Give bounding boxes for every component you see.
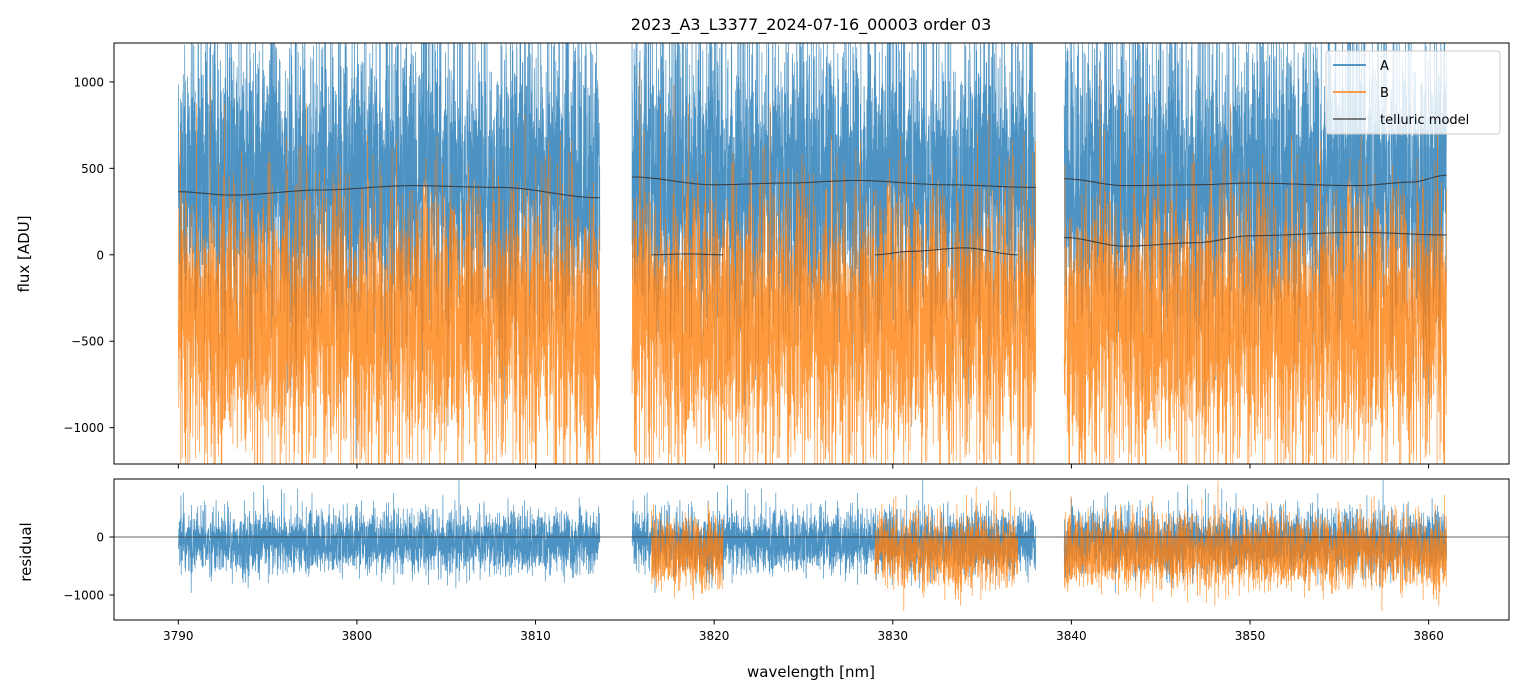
residual-plot-area (114, 479, 1509, 612)
telluric-model-b-4 (651, 253, 724, 256)
residual-ylabel: residual (17, 522, 35, 581)
flux-b-segment-1 (177, 85, 601, 464)
xtick-label: 3800 (342, 629, 373, 643)
flux-b-segment-2 (631, 69, 1036, 464)
flux-ytick-label: 500 (81, 162, 104, 176)
telluric-model-b-6 (1064, 231, 1447, 247)
flux-b-segment-3 (1063, 69, 1447, 464)
xtick-label: 3830 (877, 629, 908, 643)
flux-ytick-label: −500 (71, 335, 104, 349)
xtick-label: 3820 (699, 629, 730, 643)
residual-b-segment-2 (874, 486, 1019, 612)
flux-axes-frame (113, 42, 1510, 465)
flux-ytick-label: 1000 (73, 75, 104, 89)
xtick-label: 3850 (1235, 629, 1266, 643)
telluric-model-a-2 (632, 176, 1036, 188)
flux-ytick-label: −1000 (63, 421, 104, 435)
residual-ytick-label: −1000 (63, 589, 104, 603)
legend-label-a: A (1380, 59, 1389, 74)
xtick-label: 3860 (1413, 629, 1444, 643)
flux-ytick-label: 0 (96, 248, 104, 262)
flux-a-segment-2 (631, 43, 1036, 427)
telluric-model-a-1 (178, 185, 600, 199)
xtick-label: 3790 (163, 629, 194, 643)
flux-ylabel: flux [ADU] (15, 215, 33, 292)
flux-plot-area (177, 43, 1447, 464)
residual-ytick-label: 0 (96, 531, 104, 545)
legend: A B telluric model (1325, 50, 1501, 135)
residual-b-segment-1 (651, 501, 724, 600)
chart-title: 2023_A3_L3377_2024-07-16_00003 order 03 (631, 15, 992, 35)
xtick-label: 3840 (1056, 629, 1087, 643)
xlabel: wavelength [nm] (747, 663, 875, 681)
telluric-model-a-3 (1064, 174, 1447, 187)
legend-label-model: telluric model (1380, 113, 1469, 128)
residual-axes-frame (113, 478, 1510, 621)
xtick-label: 3810 (520, 629, 551, 643)
telluric-model-b-5 (874, 247, 1018, 256)
residual-b-segment-3 (1063, 480, 1447, 612)
residual-a-segment-1 (177, 479, 601, 593)
legend-label-b: B (1380, 86, 1389, 101)
